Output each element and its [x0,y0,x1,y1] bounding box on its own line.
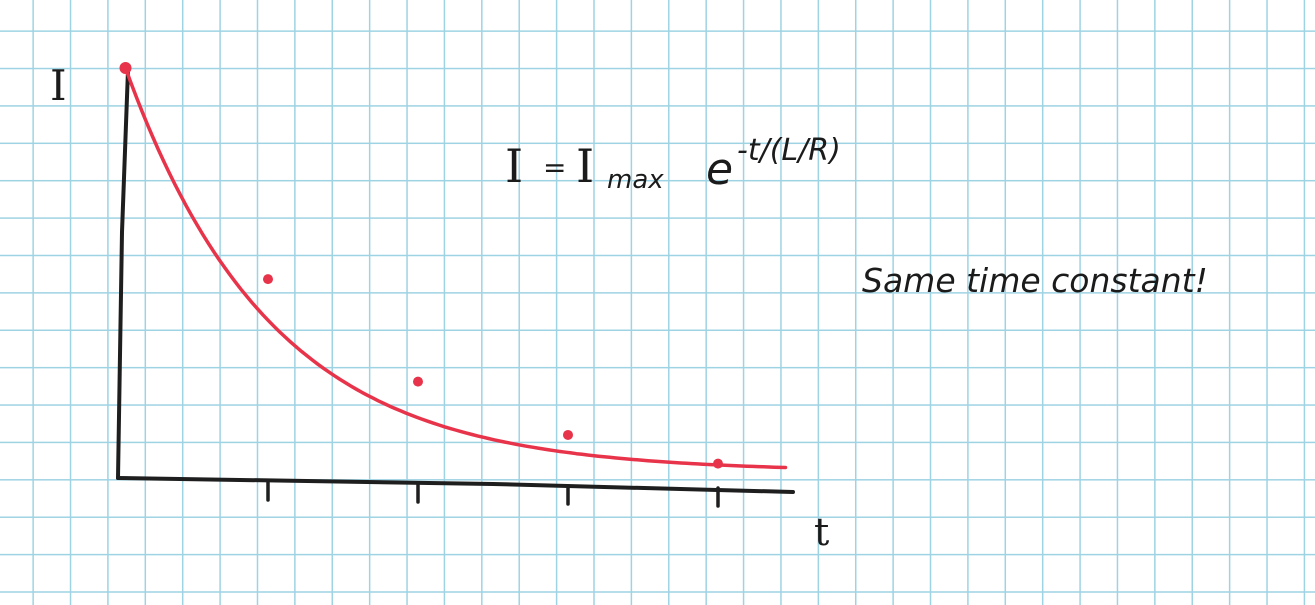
data-point-5 [713,458,723,469]
data-point-3 [413,376,423,387]
points-group [119,62,723,469]
y-axis-label: I [50,61,67,110]
equation-exponent: -t/(L/R) [737,133,841,168]
x-axis-label: t [814,510,829,554]
data-point-2 [263,274,273,285]
decay-curve [123,66,788,470]
time-constant-note: Same time constant! [862,261,1208,300]
equation-equals: = [543,151,566,184]
x-axis-line [116,476,795,494]
y-axis-line [116,68,130,480]
curve-group [123,66,788,470]
equation-base: e [706,144,733,195]
data-point-4 [563,429,573,440]
equation-lhs: I [505,139,523,193]
axes-group [116,68,795,494]
data-point-1 [119,62,132,74]
x-ticks-group [266,480,720,508]
equation-imax-subscript: max [607,165,664,195]
equation: I = I max e -t/(L/R) [505,133,841,195]
equation-imax: I [576,139,594,193]
